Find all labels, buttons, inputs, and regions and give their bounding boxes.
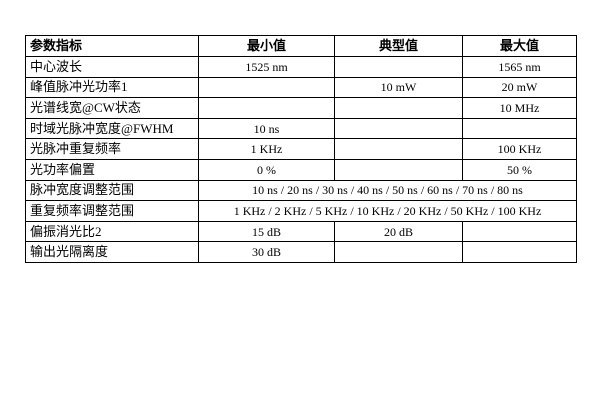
max-cell: 100 KHz bbox=[462, 138, 577, 160]
min-cell bbox=[198, 97, 335, 119]
param-cell: 光功率偏置 bbox=[25, 158, 199, 181]
param-cell: 重复频率调整范围 bbox=[25, 200, 199, 222]
min-cell: 0 % bbox=[198, 158, 335, 181]
max-cell: 10 MHz bbox=[462, 97, 577, 119]
typ-cell bbox=[334, 241, 463, 263]
header-min: 最小值 bbox=[198, 35, 335, 57]
param-cell: 光脉冲重复频率 bbox=[25, 138, 199, 160]
range-cell: 10 ns / 20 ns / 30 ns / 40 ns / 50 ns / … bbox=[198, 179, 577, 202]
typ-cell bbox=[334, 138, 463, 160]
param-cell: 时域光脉冲宽度@FWHM bbox=[25, 117, 199, 140]
header-param: 参数指标 bbox=[25, 35, 199, 57]
min-cell bbox=[198, 76, 335, 99]
typ-cell bbox=[334, 158, 463, 181]
header-max: 最大值 bbox=[462, 35, 577, 57]
param-cell: 脉冲宽度调整范围 bbox=[25, 179, 199, 202]
table-row: 中心波长 1525 nm 1565 nm bbox=[25, 56, 577, 78]
typ-cell bbox=[334, 56, 463, 78]
typ-cell bbox=[334, 117, 463, 140]
max-cell: 50 % bbox=[462, 158, 577, 181]
param-cell: 中心波长 bbox=[25, 56, 199, 78]
min-cell: 15 dB bbox=[198, 220, 335, 243]
table-row: 脉冲宽度调整范围 10 ns / 20 ns / 30 ns / 40 ns / … bbox=[25, 179, 577, 202]
table-row: 输出光隔离度 30 dB bbox=[25, 241, 577, 263]
spec-table: 参数指标 最小值 典型值 最大值 中心波长 1525 nm 1565 nm 峰值脉冲光… bbox=[25, 35, 577, 263]
header-typ: 典型值 bbox=[334, 35, 463, 57]
header-row: 参数指标 最小值 典型值 最大值 bbox=[25, 35, 577, 57]
min-cell: 10 ns bbox=[198, 117, 335, 140]
table-row: 光脉冲重复频率 1 KHz 100 KHz bbox=[25, 138, 577, 160]
table-row: 光谱线宽@CW状态 10 MHz bbox=[25, 97, 577, 119]
max-cell bbox=[462, 241, 577, 263]
min-cell: 30 dB bbox=[198, 241, 335, 263]
max-cell: 20 mW bbox=[462, 76, 577, 99]
param-cell: 输出光隔离度 bbox=[25, 241, 199, 263]
table-row: 重复频率调整范围 1 KHz / 2 KHz / 5 KHz / 10 KHz /… bbox=[25, 200, 577, 222]
param-cell: 偏振消光比2 bbox=[25, 220, 199, 243]
min-cell: 1 KHz bbox=[198, 138, 335, 160]
param-cell: 峰值脉冲光功率1 bbox=[25, 76, 199, 99]
param-cell: 光谱线宽@CW状态 bbox=[25, 97, 199, 119]
range-cell: 1 KHz / 2 KHz / 5 KHz / 10 KHz / 20 KHz … bbox=[198, 200, 577, 222]
table-row: 时域光脉冲宽度@FWHM 10 ns bbox=[25, 117, 577, 140]
max-cell bbox=[462, 117, 577, 140]
max-cell bbox=[462, 220, 577, 243]
table-row: 光功率偏置 0 % 50 % bbox=[25, 158, 577, 181]
typ-cell bbox=[334, 97, 463, 119]
table-row: 峰值脉冲光功率1 10 mW 20 mW bbox=[25, 76, 577, 99]
max-cell: 1565 nm bbox=[462, 56, 577, 78]
typ-cell: 20 dB bbox=[334, 220, 463, 243]
table-row: 偏振消光比2 15 dB 20 dB bbox=[25, 220, 577, 243]
min-cell: 1525 nm bbox=[198, 56, 335, 78]
typ-cell: 10 mW bbox=[334, 76, 463, 99]
